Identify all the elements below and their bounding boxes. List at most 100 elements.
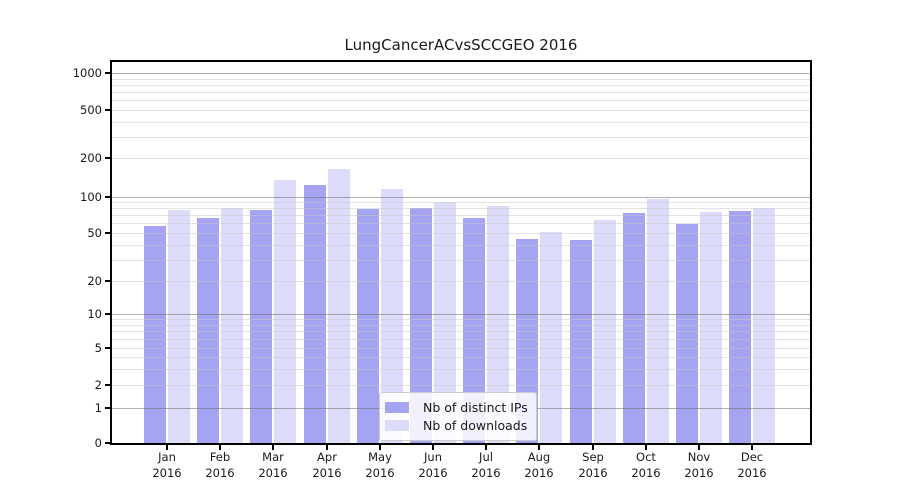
- gridline-minor-700: [112, 92, 810, 93]
- y-tick-50: [105, 232, 111, 234]
- x-tick-label-mar: Mar 2016: [247, 450, 299, 481]
- gridline-major-1000: [112, 73, 810, 74]
- y-tick-1: [105, 407, 111, 409]
- x-tick-label-nov: Nov 2016: [673, 450, 725, 481]
- bar-downloads-jan: [168, 210, 190, 443]
- bar-downloads-jun: [434, 202, 456, 443]
- x-tick-label-jan: Jan 2016: [141, 450, 193, 481]
- bar-ips-may: [357, 209, 379, 443]
- x-tick-year-dec: 2016: [737, 465, 767, 480]
- bar-ips-feb: [197, 218, 219, 443]
- gridline-minor-800: [112, 85, 810, 86]
- x-tick-year-may: 2016: [365, 465, 395, 480]
- y-tick-500: [105, 109, 111, 111]
- bar-downloads-oct: [647, 199, 669, 443]
- x-tick-label-apr: Apr 2016: [301, 450, 353, 481]
- x-tick-year-nov: 2016: [684, 465, 714, 480]
- y-tick-label-1: 1: [94, 401, 102, 415]
- x-tick-apr: [326, 445, 328, 450]
- x-tick-month-apr: Apr: [317, 450, 337, 464]
- x-tick-may: [379, 445, 381, 450]
- y-tick-label-500: 500: [80, 103, 102, 117]
- x-tick-feb: [219, 445, 221, 450]
- y-tick-label-100: 100: [80, 190, 102, 204]
- legend-label-downloads: Nb of downloads: [423, 417, 528, 433]
- x-tick-jan: [166, 445, 168, 450]
- bar-ips-jan: [144, 226, 166, 443]
- y-tick-1000: [105, 72, 111, 74]
- gridline-minor-60: [112, 223, 810, 224]
- y-tick-label-50: 50: [87, 226, 102, 240]
- bar-downloads-jul: [487, 206, 509, 443]
- chart-title: LungCancerACvsSCCGEO 2016: [344, 36, 578, 54]
- x-tick-label-may: May 2016: [354, 450, 406, 481]
- y-tick-10: [105, 313, 111, 315]
- gridline-minor-600: [112, 100, 810, 101]
- x-tick-jul: [485, 445, 487, 450]
- spine-right: [810, 60, 812, 445]
- x-tick-year-mar: 2016: [258, 465, 288, 480]
- gridline-minor-6: [112, 339, 810, 340]
- gridline-minor-40: [112, 245, 810, 246]
- spine-bottom: [110, 443, 812, 445]
- x-tick-aug: [538, 445, 540, 450]
- gridline-minor-4: [112, 357, 810, 358]
- legend-label-distinct-ips: Nb of distinct IPs: [423, 399, 528, 415]
- gridline-minor-500: [112, 110, 810, 111]
- x-tick-month-jul: Jul: [479, 450, 493, 464]
- gridline-major-100: [112, 197, 810, 198]
- x-tick-label-oct: Oct 2016: [620, 450, 672, 481]
- x-tick-month-oct: Oct: [636, 450, 656, 464]
- x-tick-sep: [592, 445, 594, 450]
- bar-ips-sep: [570, 240, 592, 443]
- x-tick-year-jul: 2016: [471, 465, 501, 480]
- y-tick-label-200: 200: [80, 151, 102, 165]
- gridline-minor-30: [112, 260, 810, 261]
- x-tick-label-jun: Jun 2016: [407, 450, 459, 481]
- x-tick-label-jul: Jul 2016: [460, 450, 512, 481]
- gridline-minor-5: [112, 348, 810, 349]
- legend: Nb of distinct IPs Nb of downloads: [379, 392, 537, 441]
- y-tick-100: [105, 196, 111, 198]
- legend-item-downloads: Nb of downloads: [385, 416, 528, 434]
- spine-left: [110, 60, 112, 445]
- x-tick-month-dec: Dec: [740, 450, 764, 464]
- bar-downloads-aug: [540, 232, 562, 443]
- y-tick-2: [105, 384, 111, 386]
- x-tick-year-jun: 2016: [418, 465, 448, 480]
- gridline-minor-70: [112, 215, 810, 216]
- x-tick-month-jun: Jun: [424, 450, 442, 464]
- x-tick-label-sep: Sep 2016: [567, 450, 619, 481]
- y-tick-label-1000: 1000: [72, 66, 102, 80]
- x-tick-jun: [432, 445, 434, 450]
- y-tick-0: [105, 442, 111, 444]
- x-tick-month-feb: Feb: [209, 450, 231, 464]
- y-tick-5: [105, 347, 111, 349]
- y-tick-label-0: 0: [94, 436, 102, 450]
- x-tick-month-sep: Sep: [582, 450, 604, 464]
- gridline-minor-300: [112, 137, 810, 138]
- legend-item-distinct-ips: Nb of distinct IPs: [385, 398, 528, 416]
- y-tick-label-5: 5: [94, 341, 102, 355]
- spine-top: [110, 60, 812, 62]
- gridline-minor-90: [112, 202, 810, 203]
- gridline-minor-900: [112, 79, 810, 80]
- bar-ips-jul: [463, 218, 485, 443]
- x-tick-month-nov: Nov: [687, 450, 711, 464]
- gridline-minor-400: [112, 122, 810, 123]
- y-tick-label-2: 2: [94, 378, 102, 392]
- bar-downloads-may: [381, 189, 403, 443]
- gridline-minor-2: [112, 385, 810, 386]
- x-tick-month-aug: Aug: [527, 450, 551, 464]
- x-tick-month-may: May: [368, 450, 392, 464]
- x-tick-month-mar: Mar: [262, 450, 284, 464]
- gridline-minor-50: [112, 233, 810, 234]
- y-tick-200: [105, 157, 111, 159]
- x-tick-year-aug: 2016: [524, 465, 554, 480]
- bar-ips-mar: [250, 210, 272, 443]
- y-tick-label-10: 10: [87, 307, 102, 321]
- x-tick-year-oct: 2016: [631, 465, 661, 480]
- x-tick-mar: [272, 445, 274, 450]
- gridline-minor-9: [112, 319, 810, 320]
